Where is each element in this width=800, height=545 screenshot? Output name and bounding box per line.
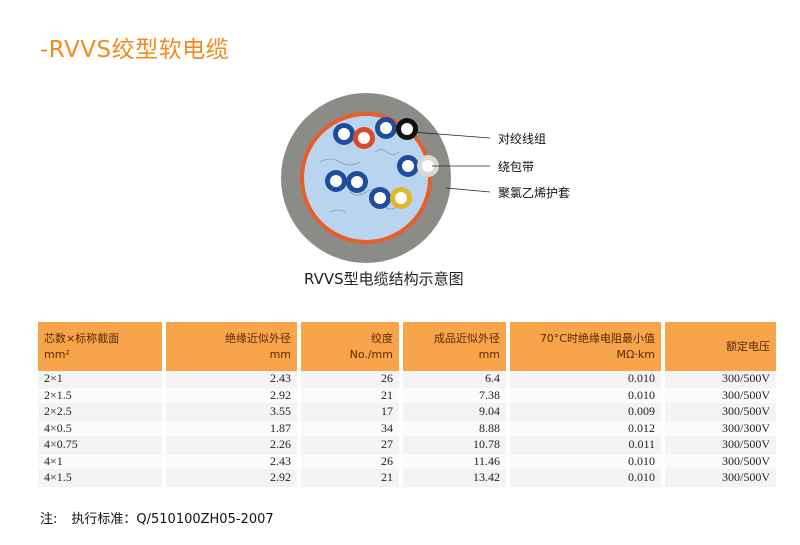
cell-rated-voltage: 300/500V xyxy=(665,387,776,404)
table-row: 2×2.5 3.55 17 9.04 0.009 300/500V xyxy=(38,404,776,421)
note-prefix: 注: xyxy=(40,512,58,527)
cell-overall-diameter: 11.46 xyxy=(403,453,510,470)
cell-insulation-resistance: 0.010 xyxy=(510,453,665,470)
header-insulation-diameter: 绝缘近似外径 mm xyxy=(166,322,301,371)
cell-insulation-resistance: 0.011 xyxy=(510,437,665,454)
cell-cores: 4×1.5 xyxy=(38,470,166,487)
cell-insulation-diameter: 1.87 xyxy=(166,420,301,437)
cell-insulation-resistance: 0.009 xyxy=(510,404,665,421)
table-row: 4×1.5 2.92 21 13.42 0.010 300/500V xyxy=(38,470,776,487)
cell-cores: 2×1 xyxy=(38,371,166,388)
cell-rated-voltage: 300/500V xyxy=(665,371,776,388)
twisted-pair-bottom xyxy=(369,187,412,209)
twisted-pair-left xyxy=(325,170,368,193)
cell-overall-diameter: 6.4 xyxy=(403,371,510,388)
table-row: 2×1.5 2.92 21 7.38 0.010 300/500V xyxy=(38,387,776,404)
twisted-pair-top-left xyxy=(333,123,375,149)
cable-cross-section xyxy=(281,93,491,263)
cell-insulation-diameter: 3.55 xyxy=(166,404,301,421)
table-header-row: 芯数×标称截面 mm² 绝缘近似外径 mm 绞度 No./mm 成品近似外径 m… xyxy=(38,322,776,371)
header-overall-diameter: 成品近似外径 mm xyxy=(403,322,510,371)
cell-insulation-resistance: 0.010 xyxy=(510,387,665,404)
twisted-pair-right xyxy=(397,155,439,177)
header-twist-pitch: 绞度 No./mm xyxy=(301,322,403,371)
header-insulation-resistance: 70°C时绝缘电阻最小值 MΩ·km xyxy=(510,322,665,371)
cell-rated-voltage: 300/500V xyxy=(665,404,776,421)
cell-insulation-resistance: 0.010 xyxy=(510,470,665,487)
label-pvc-sheath: 聚氯乙烯护套 xyxy=(498,186,571,200)
standard-note: 注: 执行标准：Q/510100ZH05-2007 xyxy=(40,508,288,527)
cell-twist-pitch: 26 xyxy=(301,371,403,388)
cell-insulation-diameter: 2.43 xyxy=(166,371,301,388)
cell-rated-voltage: 300/300V xyxy=(665,420,776,437)
cell-twist-pitch: 17 xyxy=(301,404,403,421)
cell-insulation-diameter: 2.92 xyxy=(166,470,301,487)
cell-insulation-resistance: 0.012 xyxy=(510,420,665,437)
cell-insulation-diameter: 2.92 xyxy=(166,387,301,404)
page-title: -RVVS绞型软电缆 xyxy=(40,37,230,63)
cell-twist-pitch: 34 xyxy=(301,420,403,437)
header-rated-voltage: 额定电压 xyxy=(665,322,776,371)
cell-overall-diameter: 13.42 xyxy=(403,470,510,487)
cell-rated-voltage: 300/500V xyxy=(665,453,776,470)
cell-rated-voltage: 300/500V xyxy=(665,470,776,487)
cell-overall-diameter: 9.04 xyxy=(403,404,510,421)
cell-rated-voltage: 300/500V xyxy=(665,437,776,454)
cell-overall-diameter: 10.78 xyxy=(403,437,510,454)
cell-cores: 4×0.75 xyxy=(38,437,166,454)
header-cores-cross-section: 芯数×标称截面 mm² xyxy=(38,322,166,371)
twisted-pair-top-right xyxy=(375,117,418,140)
table-body: 2×1 2.43 26 6.4 0.010 300/500V 2×1.5 2.92 21 7.38… xyxy=(38,371,776,487)
table-row: 2×1 2.43 26 6.4 0.010 300/500V xyxy=(38,371,776,388)
cell-cores: 2×2.5 xyxy=(38,404,166,421)
table-row: 4×0.5 1.87 34 8.88 0.012 300/300V xyxy=(38,420,776,437)
cell-twist-pitch: 21 xyxy=(301,470,403,487)
cable-structure-diagram: 对绞线组 绕包带 聚氯乙烯护套 xyxy=(280,92,610,264)
diagram-caption: RVVS型电缆结构示意图 xyxy=(304,270,464,288)
spec-table: 芯数×标称截面 mm² 绝缘近似外径 mm 绞度 No./mm 成品近似外径 m… xyxy=(38,322,776,487)
callout-lines xyxy=(411,131,491,193)
cell-twist-pitch: 27 xyxy=(301,437,403,454)
cell-cores: 2×1.5 xyxy=(38,387,166,404)
label-twisted-pair: 对绞线组 xyxy=(498,132,547,146)
cell-overall-diameter: 8.88 xyxy=(403,420,510,437)
cell-twist-pitch: 26 xyxy=(301,453,403,470)
cell-twist-pitch: 21 xyxy=(301,387,403,404)
cell-insulation-diameter: 2.26 xyxy=(166,437,301,454)
note-standard: 执行标准：Q/510100ZH05-2007 xyxy=(71,512,274,527)
cell-cores: 4×1 xyxy=(38,453,166,470)
label-wrapping-tape: 绕包带 xyxy=(498,160,535,174)
table-row: 4×1 2.43 26 11.46 0.010 300/500V xyxy=(38,453,776,470)
cell-overall-diameter: 7.38 xyxy=(403,387,510,404)
cell-insulation-diameter: 2.43 xyxy=(166,453,301,470)
cell-insulation-resistance: 0.010 xyxy=(510,371,665,388)
table-row: 4×0.75 2.26 27 10.78 0.011 300/500V xyxy=(38,437,776,454)
cell-cores: 4×0.5 xyxy=(38,420,166,437)
